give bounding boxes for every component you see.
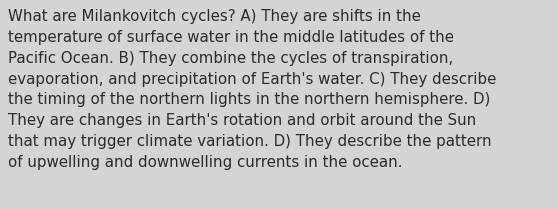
Text: What are Milankovitch cycles? A) They are shifts in the
temperature of surface w: What are Milankovitch cycles? A) They ar… xyxy=(8,9,497,170)
